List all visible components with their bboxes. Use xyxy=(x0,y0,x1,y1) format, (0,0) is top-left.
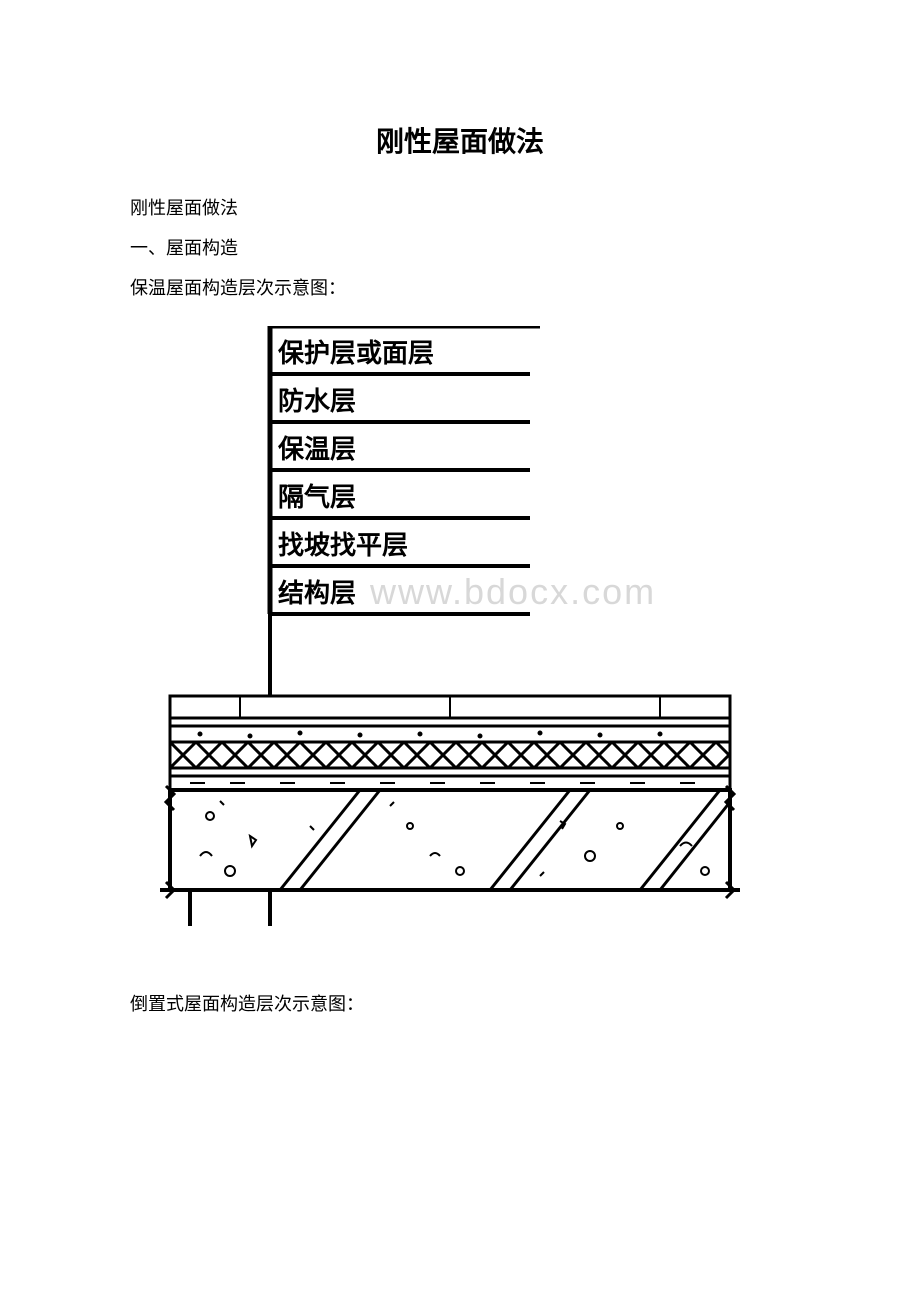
page-title: 刚性屋面做法 xyxy=(130,120,790,160)
label-6: 结构层 xyxy=(278,579,356,608)
label-5: 找坡找平层 xyxy=(278,531,408,560)
cross-section xyxy=(160,696,740,926)
label-4: 隔气层 xyxy=(278,482,356,512)
text-p4: 倒置式屋面构造层次示意图： xyxy=(130,986,790,1022)
text-p2: 一、屋面构造 xyxy=(130,230,790,266)
watermark-text: www.bdocx.com xyxy=(369,571,656,612)
label-3: 保温层 xyxy=(277,435,356,464)
diagram-insulated-roof: 保护层或面层 防水层 保温层 隔气层 找坡找平层 结构层 www.bdocx.c… xyxy=(130,326,790,946)
text-p3: 保温屋面构造层次示意图： xyxy=(130,270,790,306)
text-p1: 刚性屋面做法 xyxy=(130,190,790,226)
label-2: 防水层 xyxy=(278,387,356,416)
label-1: 保护层或面层 xyxy=(277,339,434,368)
diagram-svg: 保护层或面层 防水层 保温层 隔气层 找坡找平层 结构层 www.bdocx.c… xyxy=(160,326,760,946)
